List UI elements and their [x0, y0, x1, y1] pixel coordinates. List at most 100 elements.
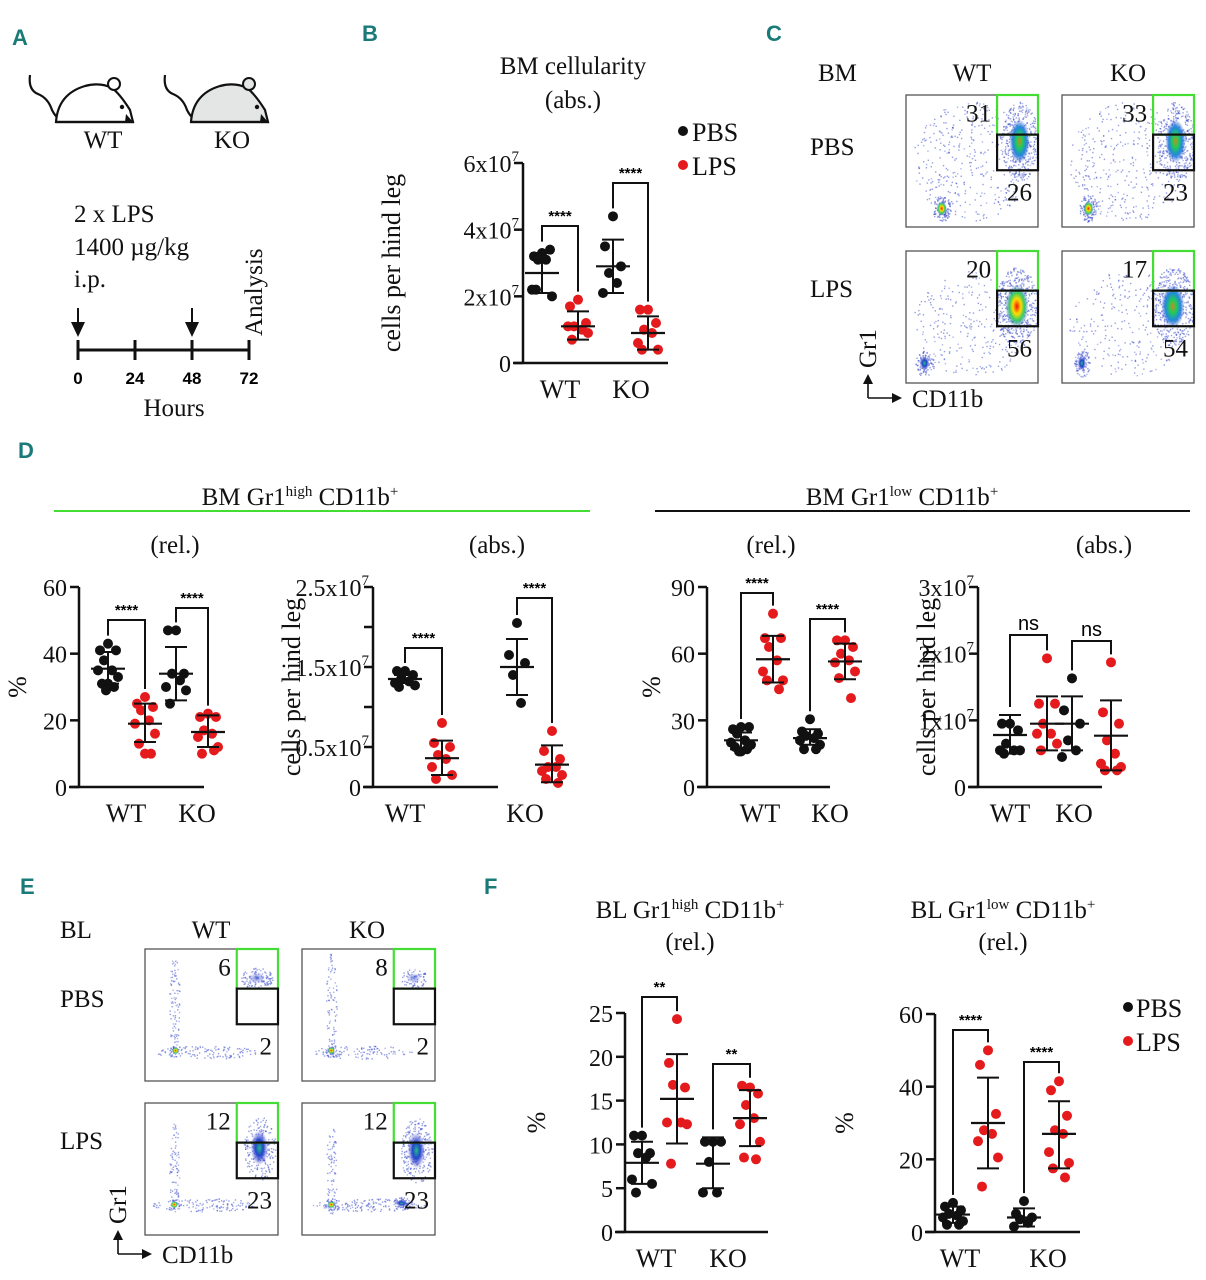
series-wt-pbs — [388, 666, 422, 692]
data-point — [635, 304, 645, 315]
data-point — [101, 685, 111, 696]
data-point — [755, 1136, 765, 1147]
series-wt-lps — [425, 718, 459, 784]
data-point — [805, 714, 815, 725]
significance-label: **** — [523, 580, 547, 597]
data-point — [410, 680, 420, 691]
significance-label: ns — [1018, 613, 1039, 635]
panel-d: BM Gr1high CD11b+ BM Gr1low CD11b+ (rel.… — [3, 484, 1190, 828]
series-wt-lps — [1030, 653, 1064, 756]
y-tick-label: 0 — [349, 776, 361, 802]
data-point — [565, 301, 575, 312]
data-point — [975, 1059, 985, 1070]
chart-d4-x-label: KO — [1055, 799, 1093, 828]
significance-label: **** — [959, 1012, 983, 1029]
column-label-wt: WT — [192, 917, 231, 944]
gate-gr1-low — [1151, 289, 1196, 328]
data-point — [1034, 698, 1044, 709]
y-tick-label: 0 — [683, 776, 695, 802]
data-point — [93, 665, 103, 676]
significance-label: **** — [412, 630, 436, 647]
significance-bracket: **** — [809, 601, 846, 712]
data-point — [512, 618, 522, 628]
data-point — [942, 1219, 952, 1230]
data-point — [734, 746, 744, 757]
significance-bracket: **** — [952, 1012, 989, 1195]
row-label-lps: LPS — [810, 276, 853, 303]
flow-plot-lps-wt: 12 23 — [144, 1101, 280, 1236]
y-tick-label: 2x107 — [919, 640, 975, 669]
chart-b-legend: PBS LPS — [678, 118, 738, 181]
chart-f1-x-label: WT — [636, 1244, 677, 1273]
flow-plot-pbs-wt: 31 26 — [905, 93, 1040, 228]
series-ko-lps — [733, 1080, 767, 1165]
data-point — [161, 682, 171, 692]
data-point — [95, 645, 105, 656]
data-point — [735, 1119, 745, 1130]
data-point — [744, 722, 754, 732]
panel-label-c: C — [766, 21, 782, 46]
chart-f-legend: PBS LPS — [1123, 994, 1182, 1057]
chart-d3-x-label: WT — [740, 799, 781, 828]
chart-f1-y-label: % — [522, 1112, 551, 1134]
data-point — [1013, 725, 1023, 736]
data-point — [664, 1057, 674, 1068]
data-point — [811, 744, 821, 755]
y-tick-label: 5 — [601, 1177, 613, 1203]
chart-d4-x-label: WT — [990, 799, 1031, 828]
y-axis-marker-label: Gr1 — [105, 1185, 132, 1224]
data-point — [113, 672, 123, 682]
event-cloud — [1070, 102, 1195, 223]
data-point — [948, 1197, 958, 1208]
significance-bracket: ns — [1071, 619, 1112, 671]
data-point — [211, 712, 221, 722]
chart-f2-y-label: % — [830, 1112, 859, 1134]
protocol-line-1: 2 x LPS — [74, 201, 155, 228]
event-cloud — [1069, 268, 1195, 378]
event-cloud — [157, 960, 274, 1060]
data-point — [1052, 738, 1062, 749]
gate-low-percent: 54 — [1163, 336, 1189, 363]
legend-label-lps: LPS — [692, 152, 737, 181]
panel-label-d: D — [18, 438, 34, 463]
y-tick-label: 20 — [589, 1046, 613, 1072]
chart-d1-title: (rel.) — [150, 532, 199, 559]
data-point — [1032, 728, 1042, 739]
chart-d2-x-label: WT — [385, 799, 426, 828]
group-title-high: BM Gr1high CD11b+ — [202, 484, 399, 511]
chart-d1-y-label: % — [3, 676, 32, 698]
data-point — [954, 1219, 964, 1230]
y-tick-label: 2x107 — [464, 282, 520, 311]
data-point — [666, 1158, 676, 1169]
data-point — [768, 608, 778, 619]
data-point — [1019, 1196, 1029, 1207]
gate-high-percent: 33 — [1122, 100, 1147, 127]
data-point — [834, 673, 844, 684]
chart-d4-y-label: cells per hind leg — [912, 598, 941, 776]
data-point — [668, 1079, 678, 1090]
gate-gr1-low — [392, 987, 437, 1026]
series-wt-pbs — [993, 714, 1027, 759]
significance-bracket: ns — [1009, 613, 1048, 707]
y-tick-label: 30 — [671, 709, 695, 735]
significance-label: **** — [619, 165, 643, 182]
column-label-ko: KO — [349, 917, 385, 944]
y-tick-label: 25 — [589, 1002, 613, 1028]
y-tick-label: 4x107 — [464, 216, 520, 245]
data-point — [1098, 707, 1108, 718]
protocol-line-2: 1400 µg/kg — [74, 234, 190, 261]
significance-bracket: **** — [612, 165, 649, 302]
data-point — [627, 1174, 637, 1185]
gate-high-percent: 17 — [1122, 256, 1147, 283]
data-point — [836, 648, 846, 659]
y-tick-label: 0 — [954, 776, 966, 802]
chart-d1-x-label: WT — [106, 799, 147, 828]
significance-bracket: ** — [641, 979, 678, 1128]
panel-f: BL Gr1high CD11b+ (rel.) BL Gr1low CD11b… — [522, 897, 1182, 1273]
y-tick-label: 90 — [671, 576, 695, 602]
x-axis-marker-label: CD11b — [162, 1242, 233, 1269]
gate-gr1-low — [235, 987, 280, 1026]
data-point — [612, 278, 622, 288]
y-tick-label: 60 — [899, 1003, 923, 1029]
data-point — [633, 1148, 643, 1159]
